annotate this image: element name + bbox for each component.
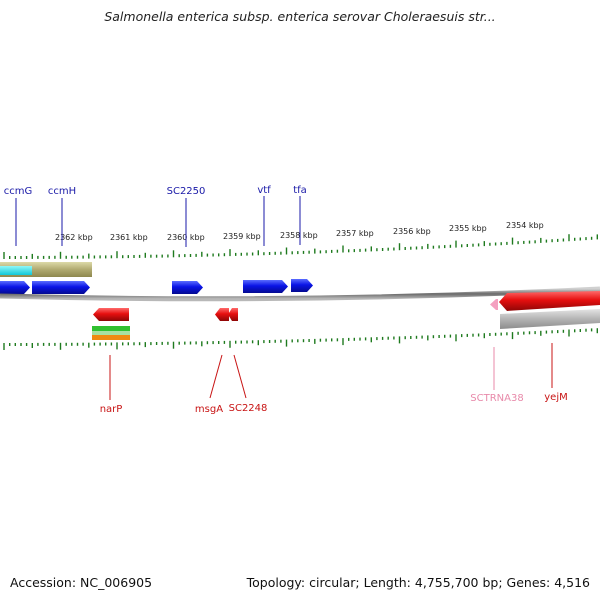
gene-label-forward[interactable]: ccmH [48, 186, 76, 197]
grey-feature[interactable] [500, 309, 600, 329]
gene-label-reverse[interactable]: SC2248 [229, 403, 268, 414]
scale-label: 2361 kbp [110, 233, 148, 242]
lower-feature-track [92, 309, 600, 340]
forward-gene-arrow[interactable] [172, 281, 203, 294]
scale-label: 2358 kbp [280, 231, 318, 240]
scale-labels: 2362 kbp 2361 kbp 2360 kbp 2359 kbp 2358… [55, 221, 544, 242]
cyan-feature[interactable] [0, 266, 32, 275]
gene-labels: ccmG ccmH SC2250 vtf tfa narP msgA SC224… [4, 185, 568, 415]
forward-gene-arrow[interactable] [243, 280, 288, 293]
forward-gene-arrow[interactable] [291, 279, 313, 292]
gene-label-forward[interactable]: ccmG [4, 186, 33, 197]
gene-label-forward[interactable]: tfa [293, 185, 307, 196]
reverse-gene-arrow[interactable] [93, 308, 129, 321]
scale-label: 2357 kbp [336, 229, 374, 238]
scale-label: 2354 kbp [506, 221, 544, 230]
outer-tick-ring [3, 234, 598, 259]
gene-label-reverse[interactable]: msgA [195, 404, 223, 415]
inner-tick-ring [3, 328, 598, 350]
gene-label-forward[interactable]: SC2250 [167, 186, 206, 197]
reverse-gene-arrow[interactable] [215, 308, 229, 321]
map-title: Salmonella enterica subsp. enterica sero… [104, 9, 496, 24]
gene-label-reverse[interactable]: narP [100, 404, 123, 415]
genome-backbone [0, 286, 600, 302]
green-feature[interactable] [92, 326, 130, 331]
gene-label-trna[interactable]: SCTRNA38 [470, 393, 523, 404]
scale-label: 2359 kbp [223, 232, 261, 241]
reverse-gene-track [93, 291, 600, 321]
accession-text: Accession: NC_006905 [10, 575, 153, 590]
label-leader-lines [15, 196, 553, 400]
forward-gene-arrow[interactable] [0, 281, 30, 294]
genome-summary-text: Topology: circular; Length: 4,755,700 bp… [246, 575, 590, 590]
scale-label: 2355 kbp [449, 224, 487, 233]
trna-arrow[interactable] [490, 299, 498, 310]
forward-gene-arrow[interactable] [32, 281, 90, 294]
light-green-feature[interactable] [92, 331, 130, 335]
orange-feature[interactable] [92, 335, 130, 340]
upper-feature-track [0, 262, 92, 277]
reverse-gene-arrow[interactable] [499, 291, 600, 311]
scale-label: 2356 kbp [393, 227, 431, 236]
gene-label-reverse[interactable]: yejM [544, 392, 567, 403]
gene-label-forward[interactable]: vtf [257, 185, 271, 196]
reverse-gene-arrow[interactable] [228, 308, 238, 321]
forward-gene-track [0, 279, 313, 294]
scale-label: 2362 kbp [55, 233, 93, 242]
